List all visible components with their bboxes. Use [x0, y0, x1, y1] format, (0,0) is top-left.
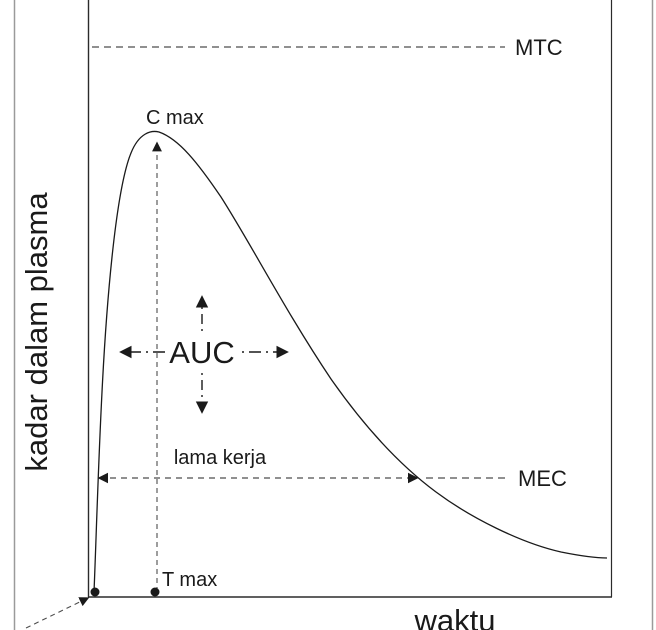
onset-point-dot — [90, 587, 100, 597]
x-axis-title: waktu — [414, 603, 496, 630]
mtc-label: MTC — [515, 35, 563, 60]
mec-label: MEC — [518, 466, 567, 491]
tmax-label: T max — [162, 569, 217, 591]
cmax-label: C max — [146, 107, 204, 129]
tmax-point-dot — [150, 587, 160, 597]
concentration-curve — [93, 130, 608, 593]
y-axis-title: kadar dalam plasma — [19, 192, 54, 472]
onset-pointer-line — [25, 597, 90, 629]
lama-kerja-label: lama kerja — [174, 447, 267, 469]
auc-label: AUC — [169, 335, 234, 370]
